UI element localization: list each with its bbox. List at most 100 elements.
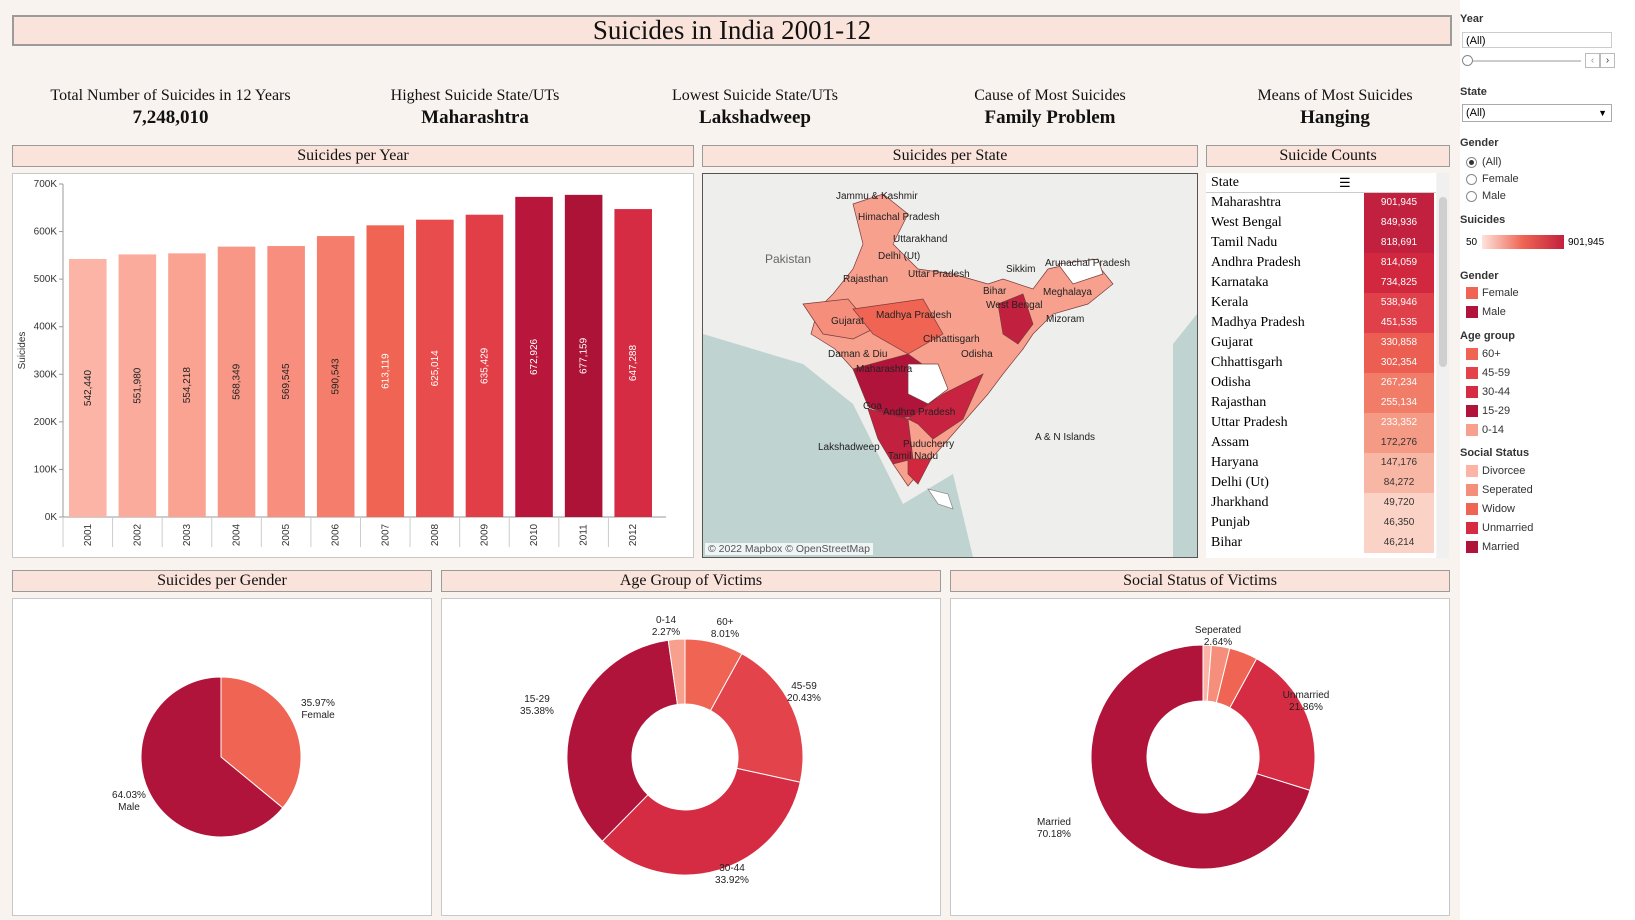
table-row[interactable]: Assam 172,276 — [1206, 433, 1436, 453]
map-label: Gujarat — [831, 316, 864, 327]
radio-male[interactable] — [1466, 191, 1477, 202]
table-row[interactable]: Andhra Pradesh 814,059 — [1206, 253, 1436, 273]
radio-all[interactable] — [1466, 157, 1477, 168]
radio-all-label[interactable]: (All) — [1482, 156, 1502, 168]
map-shapes — [703, 174, 1197, 557]
pie-slice[interactable] — [709, 652, 804, 783]
y-tick-label: 500K — [34, 274, 58, 285]
slice-pct-label: 33.92% — [715, 875, 749, 886]
slice-name-label: Female — [301, 710, 335, 721]
sort-icon[interactable]: ☰ — [1339, 175, 1351, 190]
india-map[interactable]: Pakistan Jammu & Kashmir Himachal Prades… — [702, 173, 1198, 558]
table-row[interactable]: Tamil Nadu 818,691 — [1206, 233, 1436, 253]
pie-slice[interactable] — [667, 638, 686, 706]
radio-male-label[interactable]: Male — [1482, 190, 1506, 202]
counts-table: State ☰ Maharashtra 901,945 West Bengal 849… — [1206, 173, 1436, 558]
legend-item[interactable]: 45-59 — [1482, 367, 1511, 379]
bar-value-label: 635,429 — [479, 347, 490, 384]
legend-item[interactable]: Female — [1482, 287, 1519, 299]
slice-name-label: 30-44 — [719, 863, 745, 874]
table-row[interactable]: Chhattisgarh 302,354 — [1206, 353, 1436, 373]
radio-female[interactable] — [1466, 174, 1477, 185]
year-slider-handle[interactable] — [1462, 55, 1473, 66]
table-row[interactable]: Delhi (Ut) 84,272 — [1206, 473, 1436, 493]
y-tick-label: 300K — [34, 369, 58, 380]
table-header-state: State — [1211, 175, 1239, 190]
table-row[interactable]: Maharashtra 901,945 — [1206, 193, 1436, 213]
year-slider-track[interactable] — [1466, 60, 1581, 62]
slice-pct-label: 35.38% — [520, 706, 554, 717]
state-count: 814,059 — [1364, 253, 1434, 273]
table-scrollbar[interactable] — [1437, 173, 1449, 558]
bar[interactable] — [465, 214, 504, 517]
map-label: Goa — [863, 401, 882, 412]
bar[interactable] — [614, 209, 652, 517]
table-row[interactable]: Jharkhand 49,720 — [1206, 493, 1436, 513]
table-row[interactable]: Punjab 46,350 — [1206, 513, 1436, 533]
map-label: Puducherry — [903, 439, 955, 450]
year-filter-value[interactable]: (All) — [1462, 32, 1612, 48]
scroll-thumb[interactable] — [1439, 197, 1447, 367]
pie-slice[interactable] — [601, 767, 801, 876]
pie-slice[interactable] — [140, 676, 284, 838]
legend-item[interactable]: 60+ — [1482, 348, 1501, 360]
pie-slice[interactable] — [1090, 644, 1311, 870]
table-row[interactable]: Uttar Pradesh 233,352 — [1206, 413, 1436, 433]
table-row[interactable]: Odisha 267,234 — [1206, 373, 1436, 393]
legend-swatch — [1466, 348, 1478, 360]
table-row[interactable]: Rajasthan 255,134 — [1206, 393, 1436, 413]
table-row[interactable]: Madhya Pradesh 451,535 — [1206, 313, 1436, 333]
per-state-header: Suicides per State — [702, 145, 1198, 167]
table-row[interactable]: Bihar 46,214 — [1206, 533, 1436, 553]
legend-swatch — [1466, 522, 1478, 534]
pie-slice[interactable] — [1229, 658, 1316, 791]
legend-item[interactable]: 30-44 — [1482, 386, 1511, 398]
legend-item[interactable]: Widow — [1482, 503, 1516, 515]
state-count: 538,946 — [1364, 293, 1434, 313]
legend-item[interactable]: 15-29 — [1482, 405, 1511, 417]
map-attribution[interactable]: © 2022 Mapbox © OpenStreetMap — [705, 543, 873, 555]
kpi-cause: Cause of Most Suicides Family Problem — [915, 86, 1185, 130]
legend-item[interactable]: Seperated — [1482, 484, 1533, 496]
prev-year-button[interactable]: ‹ — [1585, 53, 1600, 68]
bar-value-label: 613,119 — [380, 353, 391, 389]
legend-item[interactable]: Divorcee — [1482, 465, 1526, 477]
age-panel: 60+ 8.01% 45-59 20.43% 30-44 33.92% 15-29 35.38… — [441, 598, 941, 916]
bar[interactable] — [267, 246, 305, 517]
table-row[interactable]: Gujarat 330,858 — [1206, 333, 1436, 353]
state-count: 451,535 — [1364, 313, 1434, 333]
bar[interactable] — [366, 225, 405, 517]
table-row[interactable]: Haryana 147,176 — [1206, 453, 1436, 473]
state-dropdown[interactable]: (All) ▼ — [1462, 104, 1612, 122]
bar[interactable] — [416, 219, 454, 517]
social-panel: Seperated 2.64% Unmarried 21.86% Married 70.1… — [950, 598, 1450, 916]
bar[interactable] — [316, 236, 355, 517]
state-name: Haryana — [1211, 455, 1259, 470]
pie-slice[interactable] — [220, 676, 302, 809]
table-row[interactable]: Karnataka 734,825 — [1206, 273, 1436, 293]
bar-value-label: 590,543 — [331, 358, 342, 395]
state-count: 49,720 — [1364, 493, 1434, 513]
legend-item[interactable]: Unmarried — [1482, 522, 1534, 534]
slice-pct-label: 64.03% — [112, 790, 146, 801]
legend-item[interactable]: Married — [1482, 541, 1520, 553]
bar-value-label: 569,545 — [281, 363, 292, 400]
radio-female-label[interactable]: Female — [1482, 173, 1519, 185]
bar[interactable] — [217, 246, 256, 517]
legend-item[interactable]: Male — [1482, 306, 1506, 318]
srilanka-shape — [927, 488, 954, 510]
y-tick-label: 600K — [34, 227, 58, 238]
bar[interactable] — [515, 196, 553, 517]
bar[interactable] — [564, 194, 603, 517]
legend-item[interactable]: 0-14 — [1482, 424, 1505, 436]
slice-name-label: 60+ — [717, 617, 734, 628]
bar[interactable] — [69, 258, 107, 517]
next-year-button[interactable]: › — [1600, 53, 1615, 68]
table-row[interactable]: West Bengal 849,936 — [1206, 213, 1436, 233]
bar[interactable] — [168, 253, 206, 517]
pie-slice[interactable] — [566, 639, 679, 842]
x-tick-label: 2011 — [579, 524, 590, 546]
table-row[interactable]: Kerala 538,946 — [1206, 293, 1436, 313]
legend-swatch — [1466, 386, 1478, 398]
bar[interactable] — [118, 254, 157, 517]
